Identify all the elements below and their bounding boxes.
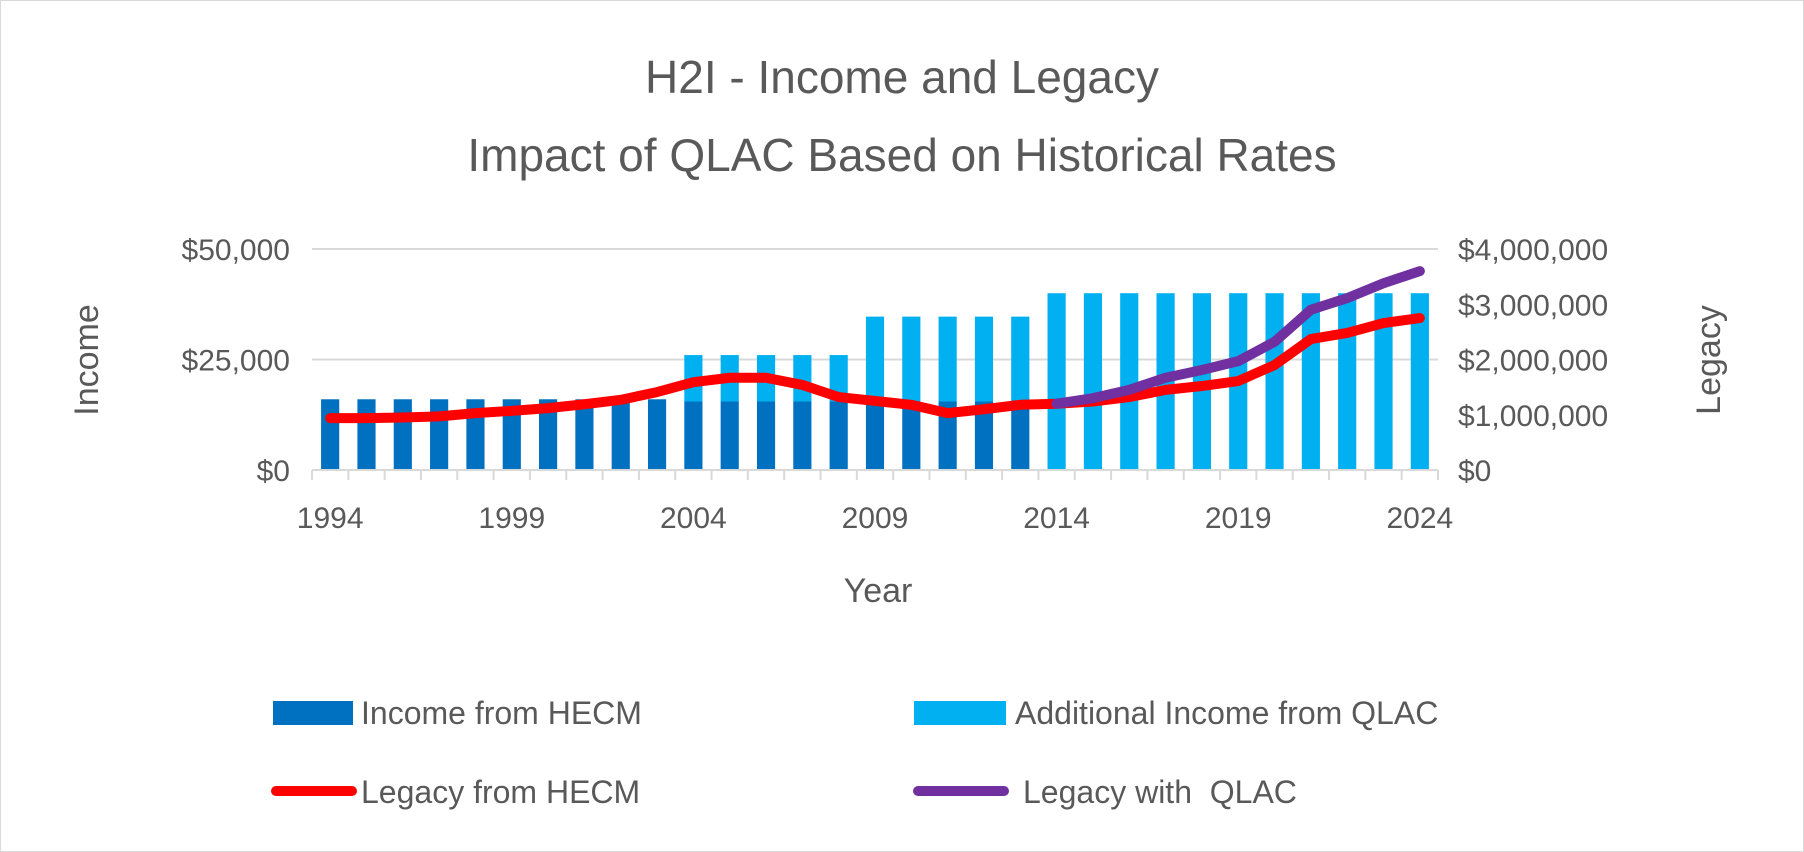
x-tick-label: 2024: [1386, 502, 1453, 535]
bar-additional-qlac-2024: [1410, 293, 1429, 470]
bar-additional-qlac-2015: [1083, 293, 1103, 470]
x-tick-label: 1999: [478, 502, 545, 535]
bar-income-hecm-2010: [902, 401, 921, 470]
x-tick-label: 2019: [1205, 502, 1272, 535]
lines: [325, 266, 1425, 424]
bar-additional-qlac-2008: [829, 355, 848, 402]
bar-additional-qlac-2014: [1047, 293, 1066, 470]
bar-additional-qlac-2009: [865, 316, 885, 402]
bar-additional-qlac-2013: [1011, 316, 1030, 402]
legend-label-legacy-hecm: Legacy from HECM: [361, 774, 640, 810]
bar-additional-qlac-2012: [974, 316, 994, 402]
bar-income-hecm-2008: [829, 401, 848, 470]
bar-additional-qlac-2020: [1265, 293, 1284, 470]
y-tick-label: $50,000: [182, 234, 290, 267]
bar-additional-qlac-2023: [1374, 293, 1393, 470]
legend-swatch-additional-qlac: [914, 701, 1006, 725]
y2-tick-label: $1,000,000: [1458, 400, 1608, 433]
bar-income-hecm-2001: [575, 399, 594, 470]
bar-additional-qlac-2016: [1120, 293, 1139, 470]
bar-additional-qlac-2011: [938, 316, 957, 402]
legend: Income from HECM Additional Income from …: [271, 695, 1438, 810]
bar-income-hecm-2011: [938, 401, 957, 470]
bar-income-hecm-2013: [1011, 401, 1030, 470]
legend-label-legacy-qlac: Legacy with QLAC: [1023, 774, 1297, 810]
legend-label-income-hecm: Income from HECM: [361, 695, 642, 731]
bar-income-hecm-2012: [974, 401, 994, 470]
y2-tick-label: $0: [1458, 455, 1491, 488]
y-tick-label: $25,000: [182, 345, 290, 378]
y2-tick-label: $2,000,000: [1458, 345, 1608, 378]
bar-income-hecm-2009: [865, 401, 885, 470]
legend-swatch-income-hecm: [273, 701, 353, 725]
y2-tick-label: $4,000,000: [1458, 234, 1608, 267]
y-tick-label: $0: [257, 455, 290, 488]
bar-income-hecm-1999: [502, 399, 521, 470]
bar-income-hecm-1994: [321, 399, 340, 470]
bar-income-hecm-2005: [720, 401, 739, 470]
bar-income-hecm-1997: [430, 399, 449, 470]
bar-income-hecm-2006: [756, 401, 776, 470]
bar-income-hecm-2002: [611, 399, 630, 470]
x-tick-label: 2009: [842, 502, 909, 535]
bar-income-hecm-2004: [684, 401, 703, 470]
y2-tick-label: $3,000,000: [1458, 289, 1608, 322]
bar-income-hecm-1996: [393, 399, 412, 470]
x-tick-label: 2014: [1023, 502, 1090, 535]
legend-label-additional-qlac: Additional Income from QLAC: [1015, 695, 1438, 731]
axes: $0 $25,000 $50,000 $0 $1,000,000 $2,000,000 $3…: [182, 234, 1609, 535]
bar-income-hecm-1995: [357, 399, 376, 470]
x-tick-label: 2004: [660, 502, 727, 535]
y2-axis-title: Legacy: [1690, 305, 1728, 415]
bars: [321, 293, 1429, 470]
x-axis-title: Year: [844, 572, 913, 610]
bar-additional-qlac-2022: [1338, 293, 1357, 470]
bar-additional-qlac-2010: [902, 316, 921, 402]
chart-title-line-1: H2I - Income and Legacy: [645, 51, 1159, 103]
bar-income-hecm-2000: [539, 399, 558, 470]
bar-income-hecm-2007: [793, 401, 812, 470]
x-tick-label: 1994: [297, 502, 364, 535]
y-axis-title: Income: [68, 304, 106, 416]
chart-title-line-2: Impact of QLAC Based on Historical Rates: [467, 129, 1336, 181]
bar-income-hecm-2003: [647, 399, 667, 470]
bar-additional-qlac-2007: [793, 355, 812, 402]
